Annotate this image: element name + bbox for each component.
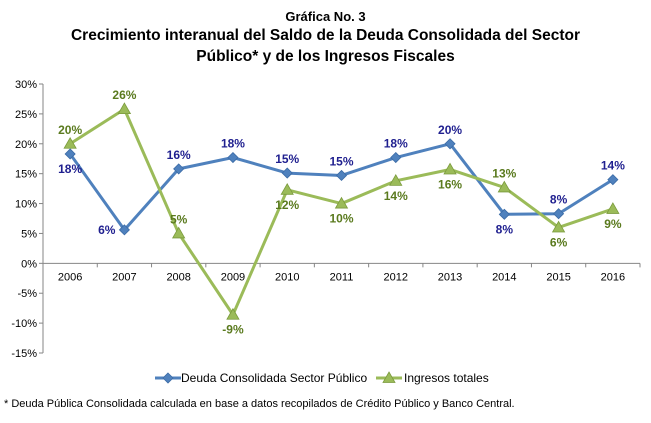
data-label-s1: 6% xyxy=(98,223,116,237)
footnote: * Deuda Pública Consolidada calculada en… xyxy=(4,398,515,410)
data-point-s2 xyxy=(226,307,240,320)
y-tick-label: 10% xyxy=(15,199,37,211)
data-label-s1: 14% xyxy=(601,159,625,173)
data-label-s2: 13% xyxy=(492,166,516,180)
data-point-s1 xyxy=(390,151,402,164)
chart-kicker: Gráfica No. 3 xyxy=(285,9,366,24)
legend-marker-1 xyxy=(162,372,174,384)
data-point-s1 xyxy=(335,169,348,182)
data-label-s1: 20% xyxy=(438,123,462,137)
data-point-s1 xyxy=(118,224,130,236)
data-label-s1: 18% xyxy=(221,137,245,151)
x-tick-label: 2015 xyxy=(546,271,570,283)
chart-title: Gráfica No. 3 Crecimiento interanual del… xyxy=(0,8,651,67)
data-label-s2: 16% xyxy=(438,177,462,191)
data-label-s2: -9% xyxy=(222,323,244,337)
data-point-s1 xyxy=(281,167,293,179)
chart-title-line-1: Crecimiento interanual del Saldo de la D… xyxy=(70,27,581,44)
data-label-s2: 5% xyxy=(170,212,188,226)
data-label-s2: 20% xyxy=(58,123,82,137)
data-label-s2: 9% xyxy=(604,217,622,231)
data-label-s1: 16% xyxy=(167,148,191,162)
data-label-s2: 12% xyxy=(275,198,299,212)
x-tick-label: 2006 xyxy=(58,271,82,283)
data-label-s1: 18% xyxy=(58,162,82,176)
data-point-s1 xyxy=(173,163,185,175)
data-label-s2: 10% xyxy=(329,212,353,226)
x-tick-label: 2009 xyxy=(221,271,245,283)
data-point-s1 xyxy=(498,208,510,220)
data-label-s2: 26% xyxy=(112,88,136,102)
y-tick-label: -5% xyxy=(17,288,37,300)
x-tick-label: 2012 xyxy=(384,271,408,283)
data-point-s2 xyxy=(117,102,132,115)
data-label-s1: 8% xyxy=(550,193,568,207)
x-tick-label: 2016 xyxy=(601,271,625,283)
data-point-s2 xyxy=(606,202,620,214)
y-tick-label: -15% xyxy=(11,348,37,360)
data-point-s2 xyxy=(443,162,457,175)
data-point-s2 xyxy=(280,183,294,195)
data-point-s1 xyxy=(64,148,76,160)
data-point-s2 xyxy=(497,180,512,193)
legend-label-2: Ingresos totales xyxy=(404,371,489,385)
chart-title-line-2: Público* y de los Ingresos Fiscales xyxy=(196,48,455,65)
y-tick-label: 5% xyxy=(21,228,37,240)
y-tick-label: -10% xyxy=(11,318,37,330)
y-tick-label: 30% xyxy=(15,79,37,91)
data-label-s1: 15% xyxy=(329,154,353,168)
data-point-s1 xyxy=(607,174,619,186)
y-tick-label: 20% xyxy=(15,139,37,151)
y-tick-label: 25% xyxy=(15,109,37,121)
data-point-s2 xyxy=(334,196,349,209)
data-label-s1: 18% xyxy=(384,137,408,151)
data-point-s1 xyxy=(553,208,565,220)
x-tick-label: 2008 xyxy=(166,271,190,283)
y-tick-label: 0% xyxy=(21,258,37,270)
data-point-s2 xyxy=(551,220,566,233)
legend-marker-2 xyxy=(382,371,396,383)
y-tick-label: 15% xyxy=(15,169,37,181)
data-label-s2: 14% xyxy=(384,189,408,203)
x-tick-label: 2011 xyxy=(330,271,354,283)
data-point-s1 xyxy=(227,151,239,164)
data-label-s1: 8% xyxy=(496,222,514,236)
x-tick-label: 2013 xyxy=(438,271,462,283)
x-tick-label: 2007 xyxy=(112,271,136,283)
data-label-s1: 15% xyxy=(275,152,299,166)
data-point-s2 xyxy=(171,226,186,239)
data-point-s2 xyxy=(389,174,403,186)
data-point-s1 xyxy=(444,138,456,150)
x-tick-label: 2014 xyxy=(492,271,516,283)
x-tick-label: 2010 xyxy=(275,271,299,283)
data-label-s2: 6% xyxy=(550,235,568,249)
data-point-s2 xyxy=(63,136,77,149)
legend-label-1: Deuda Consolidada Sector Público xyxy=(181,371,367,385)
